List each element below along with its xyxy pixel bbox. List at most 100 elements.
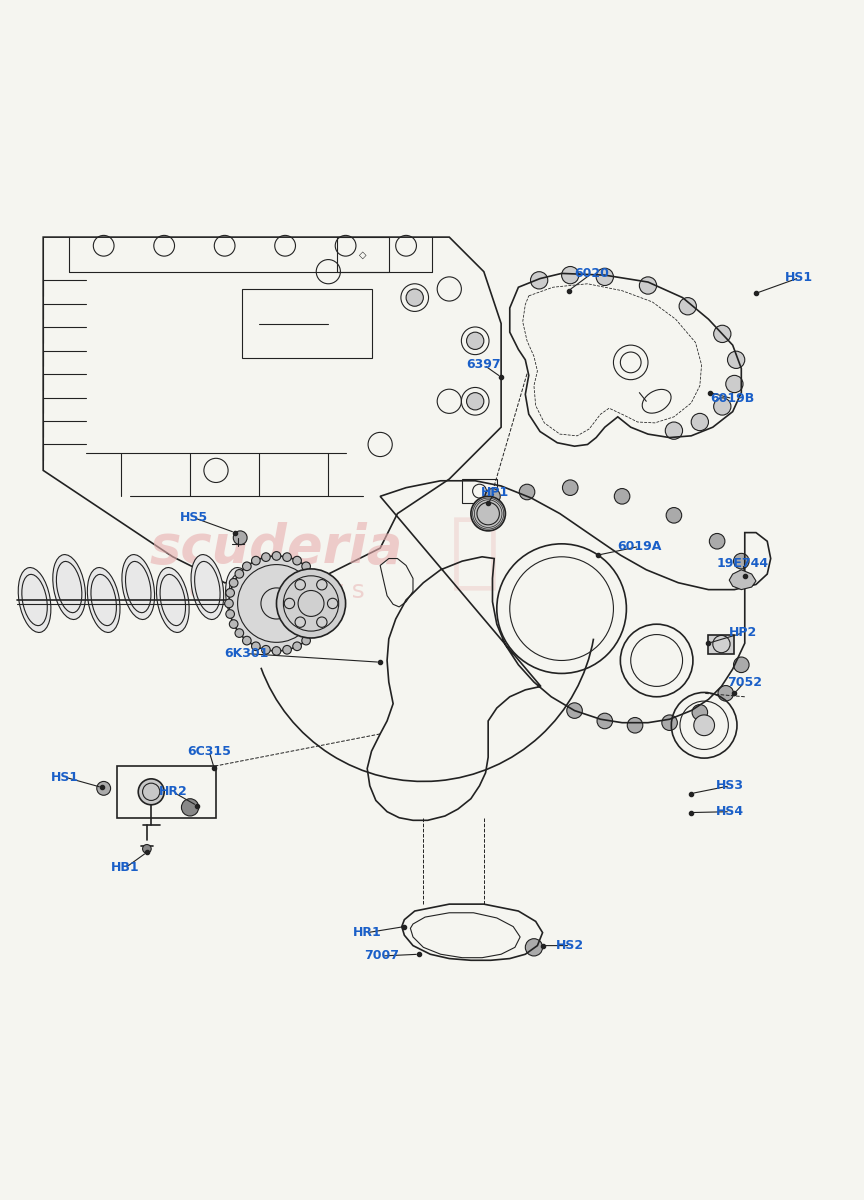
Text: HS1: HS1 [785, 271, 813, 284]
Text: HP2: HP2 [729, 626, 757, 640]
Circle shape [666, 508, 682, 523]
Text: HR2: HR2 [158, 785, 187, 798]
Ellipse shape [87, 568, 120, 632]
Circle shape [283, 553, 291, 562]
Circle shape [692, 704, 708, 720]
Circle shape [293, 642, 302, 650]
Circle shape [235, 570, 244, 578]
Text: 6020: 6020 [575, 266, 609, 280]
Text: 6C315: 6C315 [187, 745, 231, 757]
Text: ◇: ◇ [359, 251, 366, 260]
Text: 6019A: 6019A [617, 540, 662, 553]
Circle shape [226, 610, 234, 618]
Circle shape [272, 647, 281, 655]
Circle shape [302, 636, 310, 644]
Polygon shape [729, 570, 756, 589]
Circle shape [315, 578, 324, 587]
Circle shape [235, 629, 244, 637]
Circle shape [276, 569, 346, 638]
Circle shape [226, 588, 234, 598]
Bar [242, 289, 372, 358]
Circle shape [319, 588, 327, 598]
Circle shape [302, 562, 310, 571]
Circle shape [530, 271, 548, 289]
Circle shape [251, 557, 260, 565]
Circle shape [614, 488, 630, 504]
Circle shape [97, 781, 111, 796]
Circle shape [320, 599, 328, 607]
Circle shape [485, 488, 500, 504]
Ellipse shape [191, 554, 224, 619]
Text: HS4: HS4 [716, 805, 744, 818]
Circle shape [272, 552, 281, 560]
Text: HP1: HP1 [481, 486, 509, 498]
Circle shape [709, 534, 725, 550]
Circle shape [734, 658, 749, 672]
Text: 6019B: 6019B [710, 392, 755, 406]
Circle shape [597, 713, 613, 728]
Circle shape [662, 715, 677, 731]
Circle shape [726, 376, 743, 392]
Ellipse shape [156, 568, 189, 632]
Text: HB1: HB1 [111, 862, 140, 875]
Circle shape [225, 599, 233, 607]
Circle shape [467, 332, 484, 349]
Circle shape [229, 578, 238, 587]
Circle shape [319, 610, 327, 618]
Circle shape [665, 422, 683, 439]
Ellipse shape [18, 568, 51, 632]
Circle shape [679, 298, 696, 314]
Text: HS5: HS5 [181, 511, 208, 524]
Circle shape [243, 636, 251, 644]
Circle shape [694, 715, 715, 736]
Circle shape [315, 619, 324, 629]
Text: HS1: HS1 [51, 770, 79, 784]
Ellipse shape [122, 554, 155, 619]
Text: 19E744: 19E744 [717, 557, 769, 570]
Text: 7052: 7052 [727, 676, 762, 689]
Circle shape [639, 277, 657, 294]
Bar [117, 766, 216, 817]
Circle shape [714, 398, 731, 415]
Circle shape [596, 269, 613, 286]
Circle shape [309, 570, 318, 578]
Circle shape [627, 718, 643, 733]
Circle shape [562, 266, 579, 283]
Circle shape [309, 629, 318, 637]
Circle shape [229, 556, 324, 650]
Bar [462, 479, 497, 503]
Circle shape [525, 938, 543, 956]
Text: c a r   p a r t s: c a r p a r t s [188, 580, 365, 604]
Circle shape [691, 413, 708, 431]
Circle shape [243, 562, 251, 571]
Circle shape [467, 392, 484, 410]
Circle shape [138, 779, 164, 805]
Text: 7007: 7007 [365, 949, 399, 962]
Ellipse shape [226, 568, 258, 632]
Circle shape [562, 480, 578, 496]
Text: 6K301: 6K301 [224, 647, 269, 660]
Circle shape [471, 497, 505, 530]
Circle shape [718, 685, 734, 701]
Circle shape [262, 646, 270, 654]
Text: 6397: 6397 [467, 359, 501, 372]
Circle shape [714, 325, 731, 342]
Circle shape [233, 530, 247, 545]
Circle shape [251, 642, 260, 650]
Bar [708, 635, 734, 654]
Ellipse shape [53, 554, 86, 619]
Circle shape [293, 557, 302, 565]
Circle shape [727, 352, 745, 368]
Circle shape [181, 799, 199, 816]
Circle shape [229, 619, 238, 629]
Text: HS2: HS2 [556, 940, 584, 952]
Circle shape [519, 485, 535, 499]
Circle shape [567, 703, 582, 719]
Circle shape [734, 553, 749, 569]
Circle shape [283, 646, 291, 654]
Circle shape [143, 845, 151, 853]
Text: HS3: HS3 [716, 779, 744, 792]
Text: 🏁: 🏁 [450, 512, 500, 593]
Circle shape [406, 289, 423, 306]
Circle shape [262, 553, 270, 562]
